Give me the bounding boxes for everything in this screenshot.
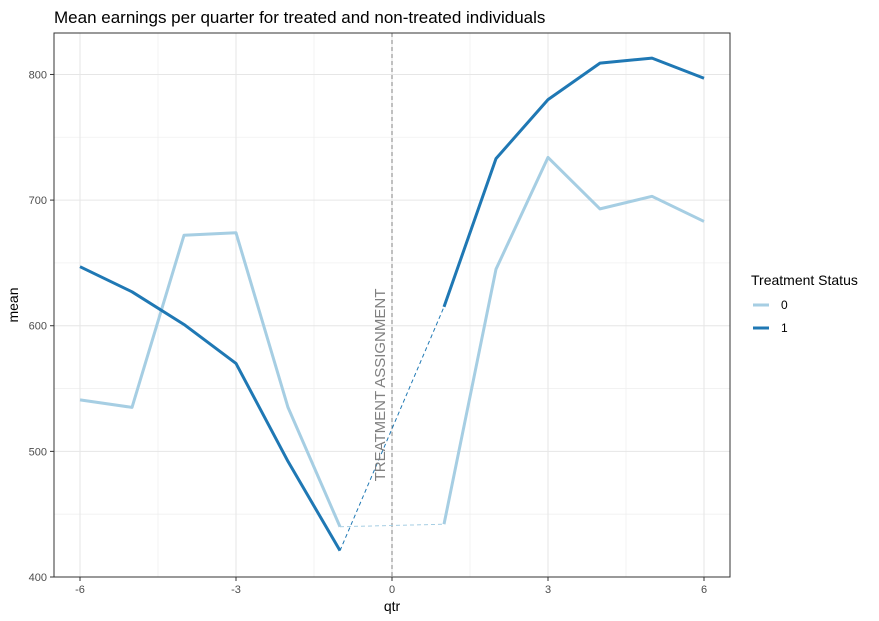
x-tick-label: 6: [701, 584, 707, 596]
y-tick-label: 400: [29, 572, 47, 584]
y-axis-title: mean: [5, 287, 21, 322]
treatment-assignment-label: TREATMENT ASSIGNMENT: [372, 289, 389, 482]
series-0-pre-line: [79, 231, 342, 528]
legend-label-1: 1: [781, 321, 788, 335]
series-1: [79, 56, 705, 552]
x-tick-label: -6: [75, 584, 85, 596]
series-1-gap-line: [339, 306, 445, 551]
x-axis-ticks: -6 -3 0 3 6: [75, 577, 707, 596]
series-1-pre-line: [79, 265, 342, 552]
series-layer: [79, 56, 705, 552]
y-tick-label: 600: [29, 321, 47, 333]
series-0-gap-line: [339, 523, 445, 528]
series-0: [79, 155, 705, 528]
x-tick-label: -3: [231, 584, 241, 596]
series-0-post-line: [442, 155, 705, 525]
y-tick-label: 500: [29, 446, 47, 458]
y-tick-label: 800: [29, 69, 47, 81]
chart-title: Mean earnings per quarter for treated an…: [54, 8, 545, 27]
x-tick-label: 0: [389, 584, 395, 596]
legend-title: Treatment Status: [751, 272, 858, 288]
x-axis-title: qtr: [384, 598, 401, 614]
y-tick-label: 700: [29, 195, 47, 207]
legend-items: 01: [753, 298, 788, 335]
y-axis-ticks: 400 500 600 700 800: [29, 69, 54, 584]
legend-label-0: 0: [781, 298, 788, 312]
x-tick-label: 3: [545, 584, 551, 596]
legend: Treatment Status 01: [751, 272, 858, 335]
series-1-post-line: [442, 56, 705, 308]
